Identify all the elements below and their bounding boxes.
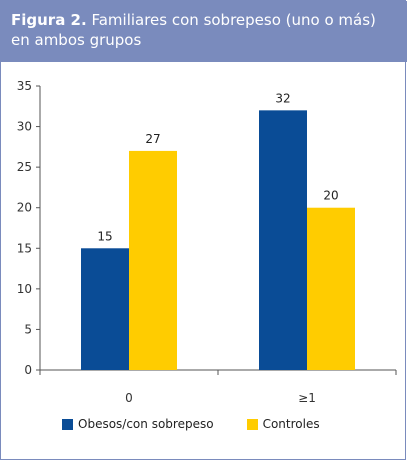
legend-item-obesos: Obesos/con sobrepeso	[62, 417, 214, 431]
data-label: 32	[275, 91, 290, 105]
y-tick-label: 0	[24, 363, 32, 377]
figure-label: Figura 2.	[11, 11, 87, 29]
figure-caption: Familiares con sobrepeso (uno o más) en …	[11, 11, 376, 49]
y-tick-label: 20	[17, 201, 32, 215]
x-tick-label: 0	[125, 391, 133, 405]
bar-obesos	[259, 110, 307, 370]
figure-title: Figura 2. Familiares con sobrepeso (uno …	[1, 1, 407, 62]
x-tick-label: ≥1	[298, 391, 316, 405]
y-tick-label: 15	[17, 241, 32, 255]
y-tick-label: 5	[24, 322, 32, 336]
legend-swatch-controles	[246, 418, 258, 430]
legend-swatch-obesos	[62, 418, 73, 430]
bar-controles	[129, 150, 177, 370]
bar-obesos	[81, 248, 129, 370]
data-label: 20	[323, 189, 338, 203]
chart-legend: Obesos/con sobrepeso Controles	[62, 417, 353, 431]
legend-label-controles: Controles	[262, 417, 320, 431]
bar-controles	[307, 207, 355, 370]
data-label: 27	[145, 132, 160, 146]
y-tick-label: 25	[17, 160, 32, 174]
y-tick-label: 10	[17, 282, 32, 296]
legend-item-controles: Controles	[246, 417, 320, 431]
data-label: 15	[97, 229, 112, 243]
legend-label-obesos: Obesos/con sobrepeso	[78, 417, 214, 431]
y-tick-label: 35	[17, 79, 32, 93]
y-tick-label: 30	[17, 120, 32, 134]
